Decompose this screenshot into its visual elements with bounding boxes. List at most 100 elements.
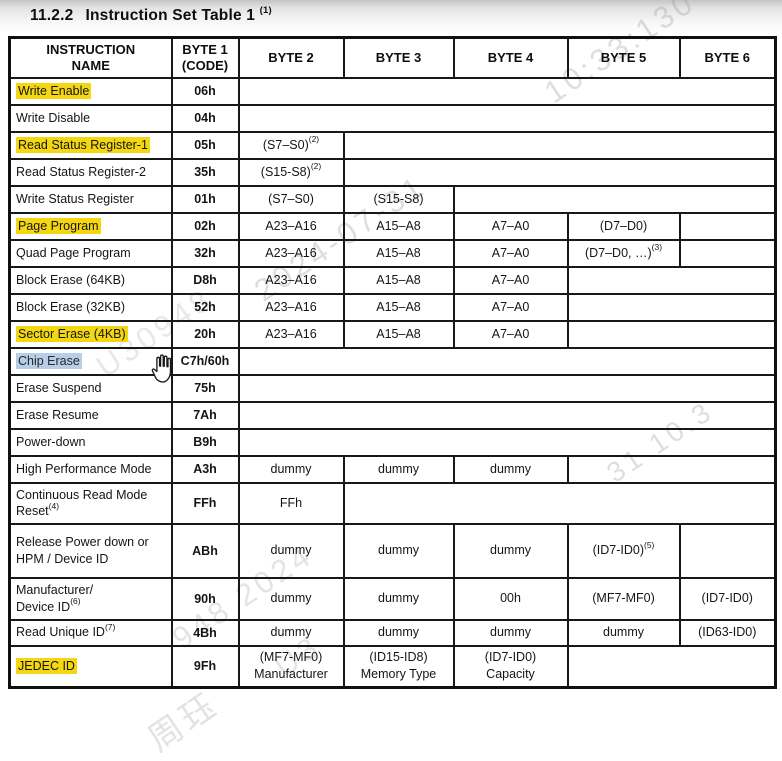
byte-cell: A7–A0 (452, 238, 569, 268)
instruction-name-cell: Release Power down or HPM / Device ID (8, 522, 173, 579)
table-row: Quad Page Program 32h A23–A16 A15–A8 A7–A0 (D… (8, 238, 777, 268)
instruction-name-cell: Write Status Register (8, 184, 173, 214)
byte1-code-cell: 90h (170, 576, 240, 621)
highlight-yellow: Sector Erase (4KB) (16, 325, 128, 342)
instruction-name-cell: Erase Suspend (8, 373, 173, 403)
byte-cell (237, 400, 777, 430)
title-text: Instruction Set Table 1 (85, 7, 256, 24)
byte-cell (678, 522, 777, 579)
byte-cell: A15–A8 (342, 292, 455, 322)
table-row: Write Status Register 01h (S7–S0) (S15-S8) (8, 184, 777, 214)
instruction-name-cell: JEDEC ID (8, 644, 173, 689)
table-row: Block Erase (64KB) D8h A23–A16 A15–A8 A7–A0 (8, 265, 777, 295)
highlight-yellow: Page Program (16, 217, 101, 234)
byte-cell: 00h (452, 576, 569, 621)
byte1-code-cell: B9h (170, 427, 240, 457)
table-row: Chip Erase C7h/60h (8, 346, 777, 376)
byte-cell: A23–A16 (237, 265, 345, 295)
byte-cell (342, 481, 777, 525)
highlight-yellow: Write Enable (16, 82, 92, 99)
byte-cell: dummy (237, 522, 345, 579)
table-row: Erase Suspend 75h (8, 373, 777, 403)
byte-cell: (D7–D0, …)(3) (566, 238, 681, 268)
byte1-code-cell: 7Ah (170, 400, 240, 430)
byte-cell: A7–A0 (452, 319, 569, 349)
byte-cell: dummy (237, 454, 345, 484)
column-header-instruction-name: INSTRUCTION NAME (8, 36, 173, 79)
byte1-code-cell: 75h (170, 373, 240, 403)
byte-cell (566, 454, 777, 484)
byte-cell: (S7–S0) (237, 184, 345, 214)
byte1-code-cell: 04h (170, 103, 240, 133)
byte1-code-cell: 20h (170, 319, 240, 349)
table-row: Write Enable 06h (8, 76, 777, 106)
table-row: Read Status Register-2 35h (S15-S8)(2) (8, 157, 777, 187)
table-row: Continuous Read Mode Reset(4) FFh FFh (8, 481, 777, 525)
byte-cell: A7–A0 (452, 292, 569, 322)
byte-cell (678, 211, 777, 241)
byte1-code-cell: A3h (170, 454, 240, 484)
byte-cell: (ID7-ID0) (678, 576, 777, 621)
table-row: Power-down B9h (8, 427, 777, 457)
byte-cell: (S15-S8)(2) (237, 157, 345, 187)
byte-cell: (D7–D0) (566, 211, 681, 241)
byte1-code-cell: 35h (170, 157, 240, 187)
table-row: Release Power down or HPM / Device ID ABh d… (8, 522, 777, 579)
byte1-code-cell: D8h (170, 265, 240, 295)
hand-tool-cursor-icon (149, 352, 176, 388)
byte-cell (452, 184, 777, 214)
instruction-name-cell: Manufacturer/Device ID(6) (8, 576, 173, 621)
page-title: 11.2.2 Instruction Set Table 1 (1) (30, 4, 272, 25)
table-row: Write Disable 04h (8, 103, 777, 133)
instruction-name-cell: Sector Erase (4KB) (8, 319, 173, 349)
title-footnote-ref: (1) (259, 4, 272, 16)
table-row: Block Erase (32KB) 52h A23–A16 A15–A8 A7–A0 (8, 292, 777, 322)
column-header-byte-1-code-: BYTE 1 (CODE) (170, 36, 240, 79)
byte-cell (237, 103, 777, 133)
instruction-name-cell: Block Erase (64KB) (8, 265, 173, 295)
instruction-name-cell: Power-down (8, 427, 173, 457)
byte-cell: dummy (342, 618, 455, 647)
instruction-name-cell: Page Program (8, 211, 173, 241)
byte-cell: A15–A8 (342, 319, 455, 349)
byte-cell: A15–A8 (342, 238, 455, 268)
page-top-shade (0, 0, 782, 34)
byte1-code-cell: ABh (170, 522, 240, 579)
byte-cell (566, 292, 777, 322)
byte-cell: dummy (237, 576, 345, 621)
byte-cell: dummy (452, 522, 569, 579)
instruction-name-cell: Erase Resume (8, 400, 173, 430)
byte-cell: dummy (452, 454, 569, 484)
byte-cell: dummy (342, 522, 455, 579)
instruction-name-cell: Write Disable (8, 103, 173, 133)
byte1-code-cell: 05h (170, 130, 240, 160)
instruction-name-cell: Block Erase (32KB) (8, 292, 173, 322)
instruction-name-cell: High Performance Mode (8, 454, 173, 484)
byte-cell: (MF7-MF0) Manufacturer (237, 644, 345, 689)
byte-cell (342, 130, 777, 160)
instruction-name-cell: Write Enable (8, 76, 173, 106)
section-number: 11.2.2 (30, 7, 74, 24)
byte-cell: (ID7-ID0) Capacity (452, 644, 569, 689)
byte-cell: A23–A16 (237, 238, 345, 268)
table-row: Manufacturer/Device ID(6) 90h dummy dummy 00… (8, 576, 777, 621)
byte-cell: dummy (342, 576, 455, 621)
byte-cell: (ID63-ID0) (678, 618, 777, 647)
column-header-byte-5: BYTE 5 (566, 36, 681, 79)
table-row: Sector Erase (4KB) 20h A23–A16 A15–A8 A7–A0 (8, 319, 777, 349)
byte-cell: A7–A0 (452, 211, 569, 241)
byte-cell (566, 265, 777, 295)
instruction-name-cell: Chip Erase (8, 346, 173, 376)
byte-cell (237, 76, 777, 106)
instruction-name-cell: Read Status Register-2 (8, 157, 173, 187)
byte-cell (237, 346, 777, 376)
text-selection-highlight[interactable]: Chip Erase (16, 352, 82, 369)
byte1-code-cell: 02h (170, 211, 240, 241)
byte-cell (566, 319, 777, 349)
highlight-yellow: JEDEC ID (16, 658, 77, 675)
instruction-name-cell: Read Unique ID(7) (8, 618, 173, 647)
byte1-code-cell: FFh (170, 481, 240, 525)
table-row: Erase Resume 7Ah (8, 400, 777, 430)
